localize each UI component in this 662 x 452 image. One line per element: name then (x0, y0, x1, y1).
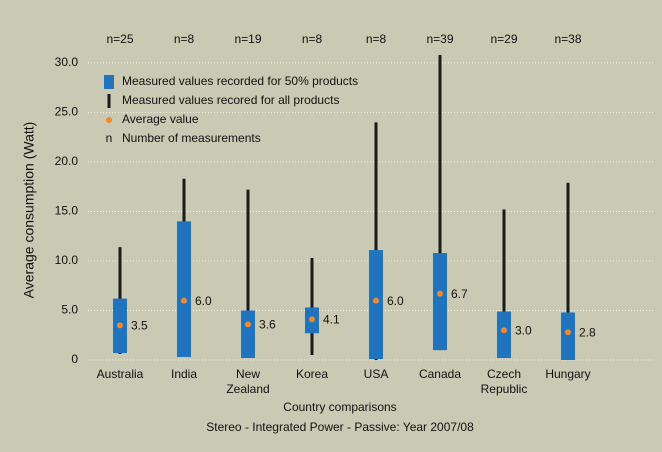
n-label: n=39 (426, 32, 453, 46)
legend-label: Measured values recorded for 50% product… (122, 74, 358, 88)
mean-label: 3.0 (515, 323, 532, 337)
mean-dot (437, 290, 443, 297)
y-tick-label: 0 (71, 352, 78, 366)
y-tick-label: 20.0 (55, 154, 79, 168)
n-label: n=8 (302, 32, 323, 46)
y-axis-label: Average consumption (Watt) (21, 122, 37, 299)
x-tick-label: India (171, 367, 197, 381)
y-tick-label: 5.0 (61, 303, 78, 317)
mean-label: 6.7 (451, 287, 468, 301)
mean-dot (373, 297, 379, 304)
x-axis-label: Country comparisons (283, 400, 396, 414)
mean-dot (245, 321, 251, 328)
y-tick-label: 10.0 (55, 253, 79, 267)
legend-symbol: n (106, 131, 113, 145)
y-tick-label: 30.0 (55, 55, 79, 69)
x-tick-label: Czech Republic (481, 367, 528, 396)
x-tick-label: Canada (419, 367, 461, 381)
mean-label: 2.8 (579, 325, 596, 339)
n-label: n=19 (234, 32, 261, 46)
mean-label: 6.0 (195, 294, 212, 308)
mean-dot (565, 329, 571, 336)
x-tick-label: Korea (296, 367, 328, 381)
n-label: n=25 (106, 32, 133, 46)
legend-label: Average value (122, 112, 199, 126)
box (561, 312, 575, 360)
x-tick-label: Hungary (545, 367, 590, 381)
mean-dot (181, 297, 187, 304)
mean-dot (501, 327, 507, 334)
mean-label: 6.0 (387, 294, 404, 308)
y-tick-label: 15.0 (55, 204, 79, 218)
x-tick-label: Australia (97, 367, 144, 381)
x-tick-label: New Zealand (226, 367, 269, 396)
subtitle: Stereo - Integrated Power - Passive: Yea… (206, 420, 474, 434)
mean-label: 4.1 (323, 313, 340, 327)
box (369, 250, 383, 360)
x-tick-label: USA (364, 367, 389, 381)
legend-box (104, 75, 114, 89)
box (497, 311, 511, 359)
box (433, 253, 447, 351)
n-label: n=38 (554, 32, 581, 46)
legend-label: Number of measurements (122, 131, 261, 145)
legend-dot (106, 117, 112, 123)
mean-dot (309, 316, 315, 323)
y-tick-label: 25.0 (55, 105, 79, 119)
n-label: n=29 (490, 32, 517, 46)
mean-label: 3.5 (131, 319, 148, 333)
box (177, 221, 191, 358)
n-label: n=8 (366, 32, 387, 46)
box (241, 310, 255, 359)
legend-label: Measured values recored for all products (122, 93, 339, 107)
mean-dot (117, 322, 123, 329)
mean-label: 3.6 (259, 318, 276, 332)
n-label: n=8 (174, 32, 195, 46)
